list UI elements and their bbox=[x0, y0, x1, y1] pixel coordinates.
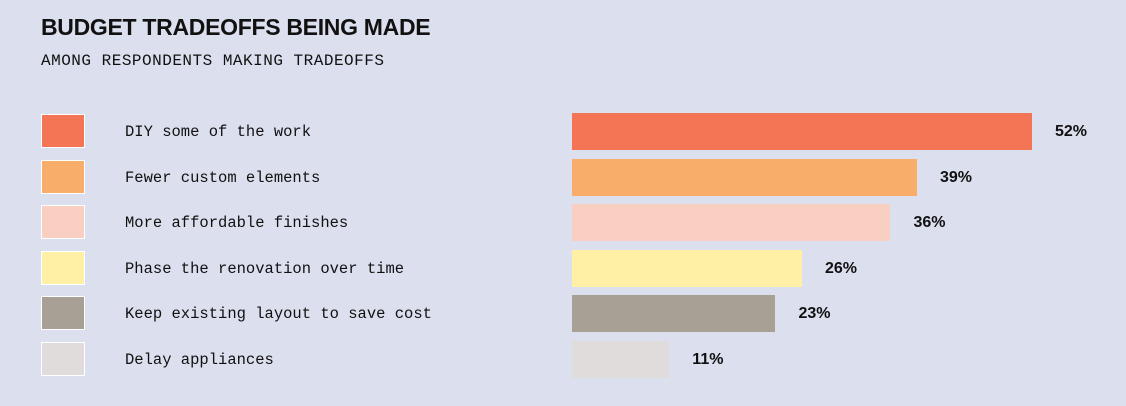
chart-title: BUDGET TRADEOFFS BEING MADE bbox=[41, 14, 431, 40]
chart-row: DIY some of the work 52% bbox=[0, 113, 1126, 151]
category-label: DIY some of the work bbox=[125, 123, 312, 141]
category-label: Keep existing layout to save cost bbox=[125, 305, 432, 323]
chart-row: More affordable finishes 36% bbox=[0, 204, 1126, 242]
bar bbox=[572, 249, 802, 287]
data-label: 39% bbox=[940, 168, 973, 186]
chart-subtitle: AMONG RESPONDENTS MAKING TRADEOFFS bbox=[41, 52, 385, 70]
bar bbox=[572, 113, 1032, 150]
category-label: More affordable finishes bbox=[125, 214, 349, 232]
data-label: 26% bbox=[825, 259, 858, 277]
legend-swatch bbox=[41, 205, 85, 239]
chart-row: Fewer custom elements 39% bbox=[0, 158, 1126, 197]
legend-swatch bbox=[41, 114, 85, 148]
data-label: 52% bbox=[1055, 123, 1088, 140]
bar bbox=[572, 158, 917, 196]
chart-row: Keep existing layout to save cost 23% bbox=[0, 295, 1126, 333]
data-label: 36% bbox=[913, 214, 946, 231]
data-label: 11% bbox=[692, 350, 724, 368]
chart-row: Phase the renovation over time 26% bbox=[0, 249, 1126, 288]
category-label: Phase the renovation over time bbox=[125, 259, 405, 278]
category-label: Fewer custom elements bbox=[125, 168, 321, 187]
category-label: Delay appliances bbox=[125, 350, 274, 369]
bar bbox=[572, 340, 670, 378]
data-label: 23% bbox=[798, 305, 831, 322]
legend-swatch bbox=[41, 341, 85, 376]
bar bbox=[572, 295, 776, 332]
legend-swatch bbox=[41, 296, 85, 330]
chart-row: Delay appliances 11% bbox=[0, 340, 1126, 379]
bar bbox=[572, 204, 891, 241]
legend-swatch bbox=[41, 159, 85, 194]
legend-swatch bbox=[41, 250, 85, 285]
